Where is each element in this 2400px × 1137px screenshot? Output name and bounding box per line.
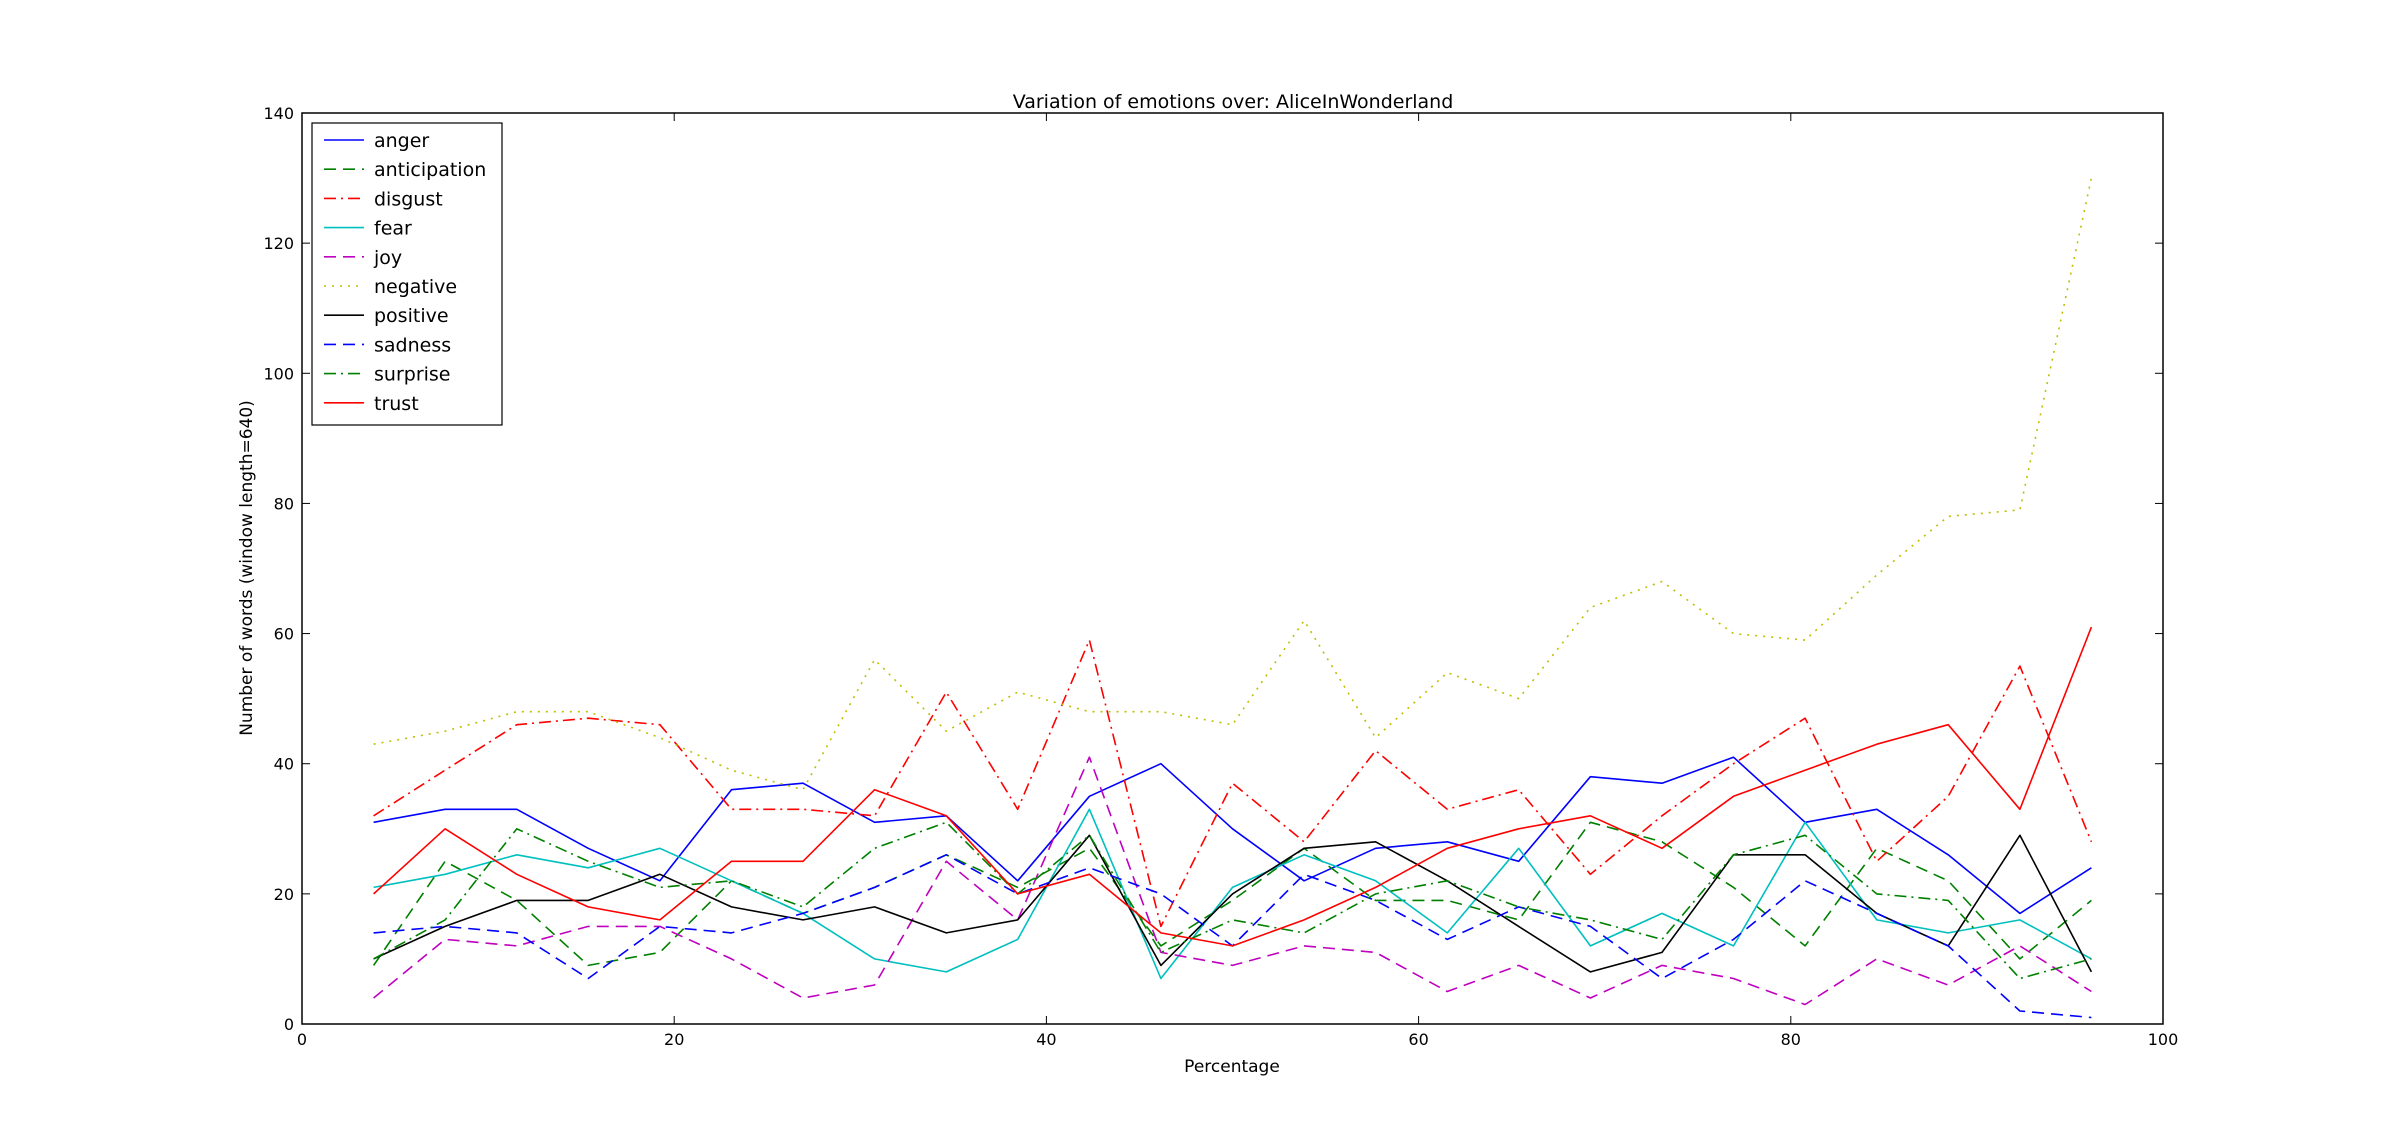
legend-label-joy: joy (373, 247, 402, 269)
legend-label-trust: trust (374, 393, 419, 415)
y-tick-label: 80 (274, 494, 294, 513)
legend-label-disgust: disgust (374, 188, 443, 210)
y-tick-label: 120 (263, 234, 294, 253)
plot-frame (301, 112, 2164, 1025)
series-line-positive (373, 834, 2093, 973)
legend-label-fear: fear (374, 218, 412, 240)
x-tick-label: 0 (297, 1030, 307, 1049)
legend-label-anger: anger (374, 130, 429, 152)
x-tick-label: 100 (2148, 1030, 2179, 1049)
series-line-surprise (373, 821, 2092, 980)
legend: anger anticipation disgust fear joy negative p… (311, 122, 503, 426)
y-axis-label: Number of words (window length=640) (237, 400, 257, 736)
legend-label-sadness: sadness (374, 334, 451, 356)
x-tick-label: 40 (1036, 1030, 1056, 1049)
legend-label-anticipation: anticipation (374, 159, 486, 181)
x-axis-label: Percentage (1184, 1057, 1280, 1077)
x-tick-label: 60 (1408, 1030, 1428, 1049)
legend-label-positive: positive (374, 305, 449, 327)
x-tick-label: 80 (1781, 1030, 1801, 1049)
y-tick-label: 140 (263, 104, 294, 123)
x-tick-label: 20 (664, 1030, 684, 1049)
y-tick-label: 0 (284, 1015, 294, 1034)
y-tick-label: 60 (274, 625, 294, 644)
legend-label-negative: negative (374, 276, 457, 298)
legend-label-surprise: surprise (374, 364, 451, 386)
legend-box (311, 122, 503, 426)
ticks-layer: 0 20 40 60 80 100 0 20 40 60 80 100 120 140 (263, 104, 2178, 1049)
series-line-joy (373, 756, 2092, 1006)
series-line-anticipation (372, 821, 2092, 967)
y-tick-label: 40 (274, 755, 294, 774)
series-line-disgust (373, 639, 2093, 928)
y-tick-label: 20 (274, 885, 294, 904)
series-layer (372, 177, 2093, 1019)
series-line-trust (373, 626, 2093, 947)
series-line-fear (373, 808, 2092, 980)
chart-title: Variation of emotions over: AliceInWonde… (1013, 91, 1454, 113)
y-tick-label: 100 (263, 364, 294, 383)
